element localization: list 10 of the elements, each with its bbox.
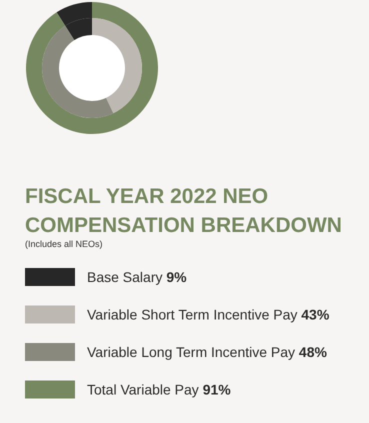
legend-label: Base Salary [87,269,162,285]
legend-label: Variable Short Term Incentive Pay [87,306,298,322]
text: 91% [202,382,231,398]
text: 48% [298,344,327,360]
text: 9% [166,269,187,285]
legend-label: Total Variable Pay [87,382,199,398]
text: FISCAL YEAR 2022 NEO COMPENSATION BREAKDOWN [25,185,342,237]
legend-label: Variable Long Term Incentive Pay [87,344,296,360]
text: (Includes all NEOs) [25,239,103,249]
text: 43% [301,306,330,322]
